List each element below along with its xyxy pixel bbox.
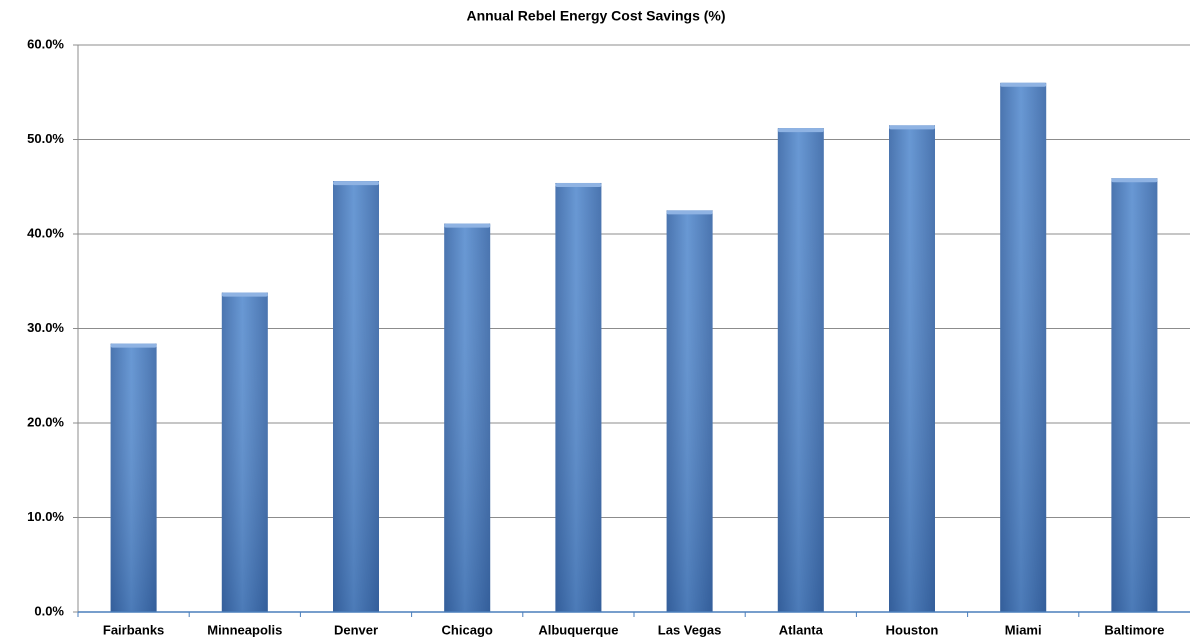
x-tick-label: Houston [886,622,939,637]
x-tick-label: Minneapolis [207,622,282,637]
bar [666,210,713,612]
x-tick-label: Fairbanks [103,622,164,637]
bar [444,223,491,613]
bar [1111,178,1158,612]
chart-title: Annual Rebel Energy Cost Savings (%) [466,8,725,24]
bar [1000,82,1047,613]
bar [110,343,157,612]
y-tick-label: 30.0% [27,320,64,335]
x-tick-label: Baltimore [1104,622,1164,637]
y-tick-label: 10.0% [27,509,64,524]
x-tick-label: Las Vegas [658,622,722,637]
x-tick-label: Chicago [442,622,493,637]
bar [221,292,268,612]
y-tick-label: 40.0% [27,225,64,240]
bar [777,128,824,612]
x-tick-label: Atlanta [779,622,824,637]
y-tick-label: 20.0% [27,414,64,429]
x-tick-label: Miami [1005,622,1042,637]
y-tick-label: 60.0% [27,36,64,51]
bar [889,125,935,612]
x-tick-label: Albuquerque [538,622,618,637]
y-tick-label: 0.0% [34,603,64,618]
bar [555,182,602,612]
y-tick-label: 50.0% [27,131,64,146]
x-tick-label: Denver [334,622,378,637]
bar [333,181,379,612]
